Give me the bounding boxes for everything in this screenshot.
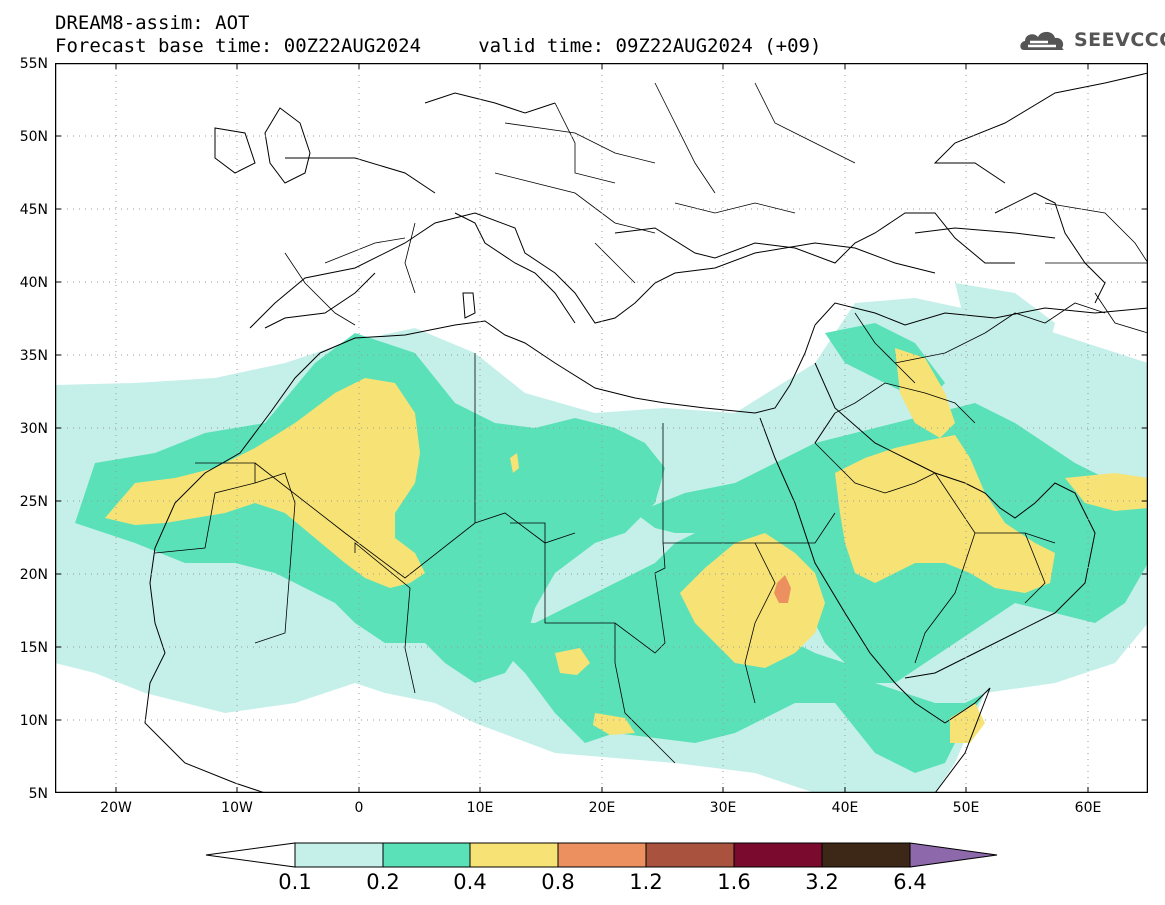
lon-label: 20E — [588, 800, 616, 816]
lon-label: 60E — [1074, 800, 1102, 816]
colorbar-label: 0.1 — [278, 870, 312, 894]
coastlines — [144, 72, 1148, 793]
colorbar-segment — [821, 842, 911, 868]
colorbar-label: 0.4 — [453, 870, 487, 894]
lon-label: 40E — [831, 800, 859, 816]
colorbar-label: 1.2 — [629, 870, 663, 894]
lon-label: 10W — [221, 800, 253, 816]
colorbar-segment — [733, 842, 823, 868]
colorbar-label: 3.2 — [805, 870, 839, 894]
lat-label: 10N — [19, 713, 48, 729]
lat-label: 25N — [19, 494, 48, 510]
logo-text: SEEVCCC — [1074, 29, 1165, 51]
lon-label: 10E — [466, 800, 494, 816]
lat-label: 50N — [19, 129, 48, 145]
chart-title: DREAM8-assim: AOT — [55, 12, 250, 34]
colorbar-label: 0.2 — [366, 870, 400, 894]
cloud-icon — [1020, 31, 1064, 50]
lat-label: 40N — [19, 275, 48, 291]
axis-ticks — [55, 63, 1148, 793]
lat-label: 45N — [19, 202, 48, 218]
colorbar-segment-over — [909, 842, 998, 868]
colorbar-label: 6.4 — [893, 870, 927, 894]
lon-label: 50E — [952, 800, 980, 816]
aot-contour-0.4 — [105, 348, 1148, 743]
aot-contour-0.8 — [774, 575, 791, 603]
colorbar-label: 0.8 — [541, 870, 575, 894]
lon-label: 20W — [100, 800, 132, 816]
colorbar-segment — [469, 842, 559, 868]
forecast-time-info: Forecast base time: 00Z22AUG2024 valid t… — [55, 35, 822, 57]
lon-label: 0 — [354, 800, 364, 816]
colorbar-segment — [382, 842, 471, 868]
lat-label: 20N — [19, 567, 48, 583]
colorbar-segment — [294, 842, 384, 868]
lat-label: 5N — [28, 786, 48, 802]
colorbar-segment — [557, 842, 647, 868]
lat-label: 30N — [19, 421, 48, 437]
graticule — [55, 63, 1148, 793]
colorbar-label: 1.6 — [717, 870, 751, 894]
colorbar-segment-under — [205, 842, 296, 868]
lon-label: 30E — [709, 800, 737, 816]
lat-label: 55N — [19, 56, 48, 72]
seevccc-logo: SEEVCCC — [1018, 26, 1165, 54]
map-plot — [55, 63, 1148, 793]
colorbar — [205, 842, 998, 868]
lat-label: 35N — [19, 348, 48, 364]
colorbar-segment — [645, 842, 735, 868]
lat-label: 15N — [19, 640, 48, 656]
